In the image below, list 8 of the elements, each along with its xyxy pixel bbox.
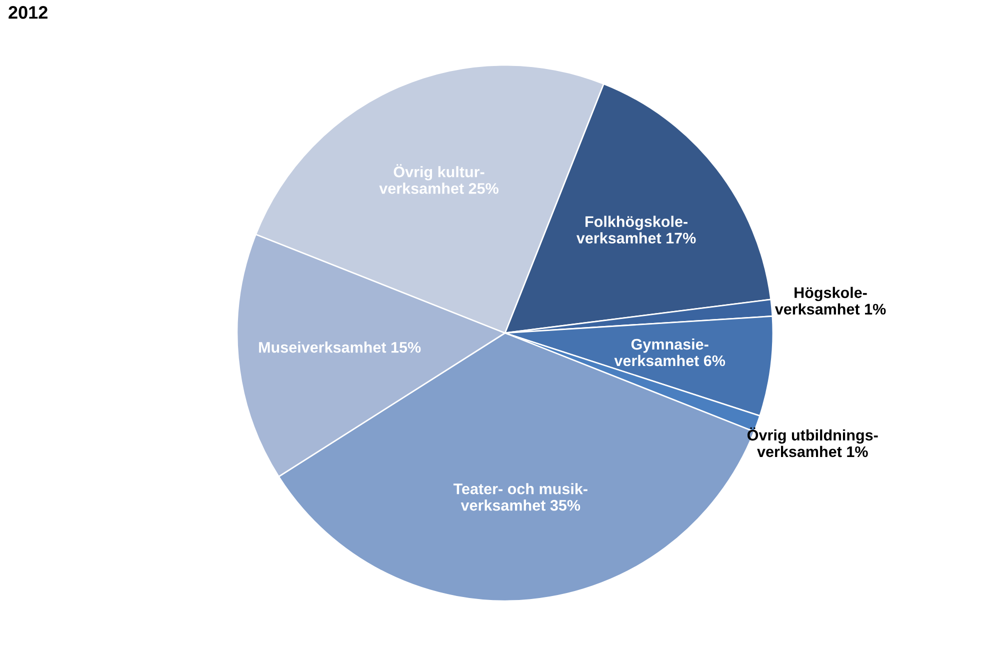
text: 2012 — [8, 6, 48, 19]
slice-label: Folkhögskole- verksamhet 17% — [576, 216, 696, 244]
slice-label: Gymnasie- verksamhet 6% — [614, 338, 726, 366]
slice-label: Teater- och musik- verksamhet 35% — [453, 483, 588, 511]
slice-label: Högskole- verksamhet 1% — [774, 286, 886, 315]
slice-label: Övrig kultur- verksamhet 25% — [379, 164, 498, 194]
slice-label: Övrig utbildnings- verksamhet 1% — [747, 427, 878, 458]
slice-label: Museiverksamhet 15% — [259, 342, 421, 353]
